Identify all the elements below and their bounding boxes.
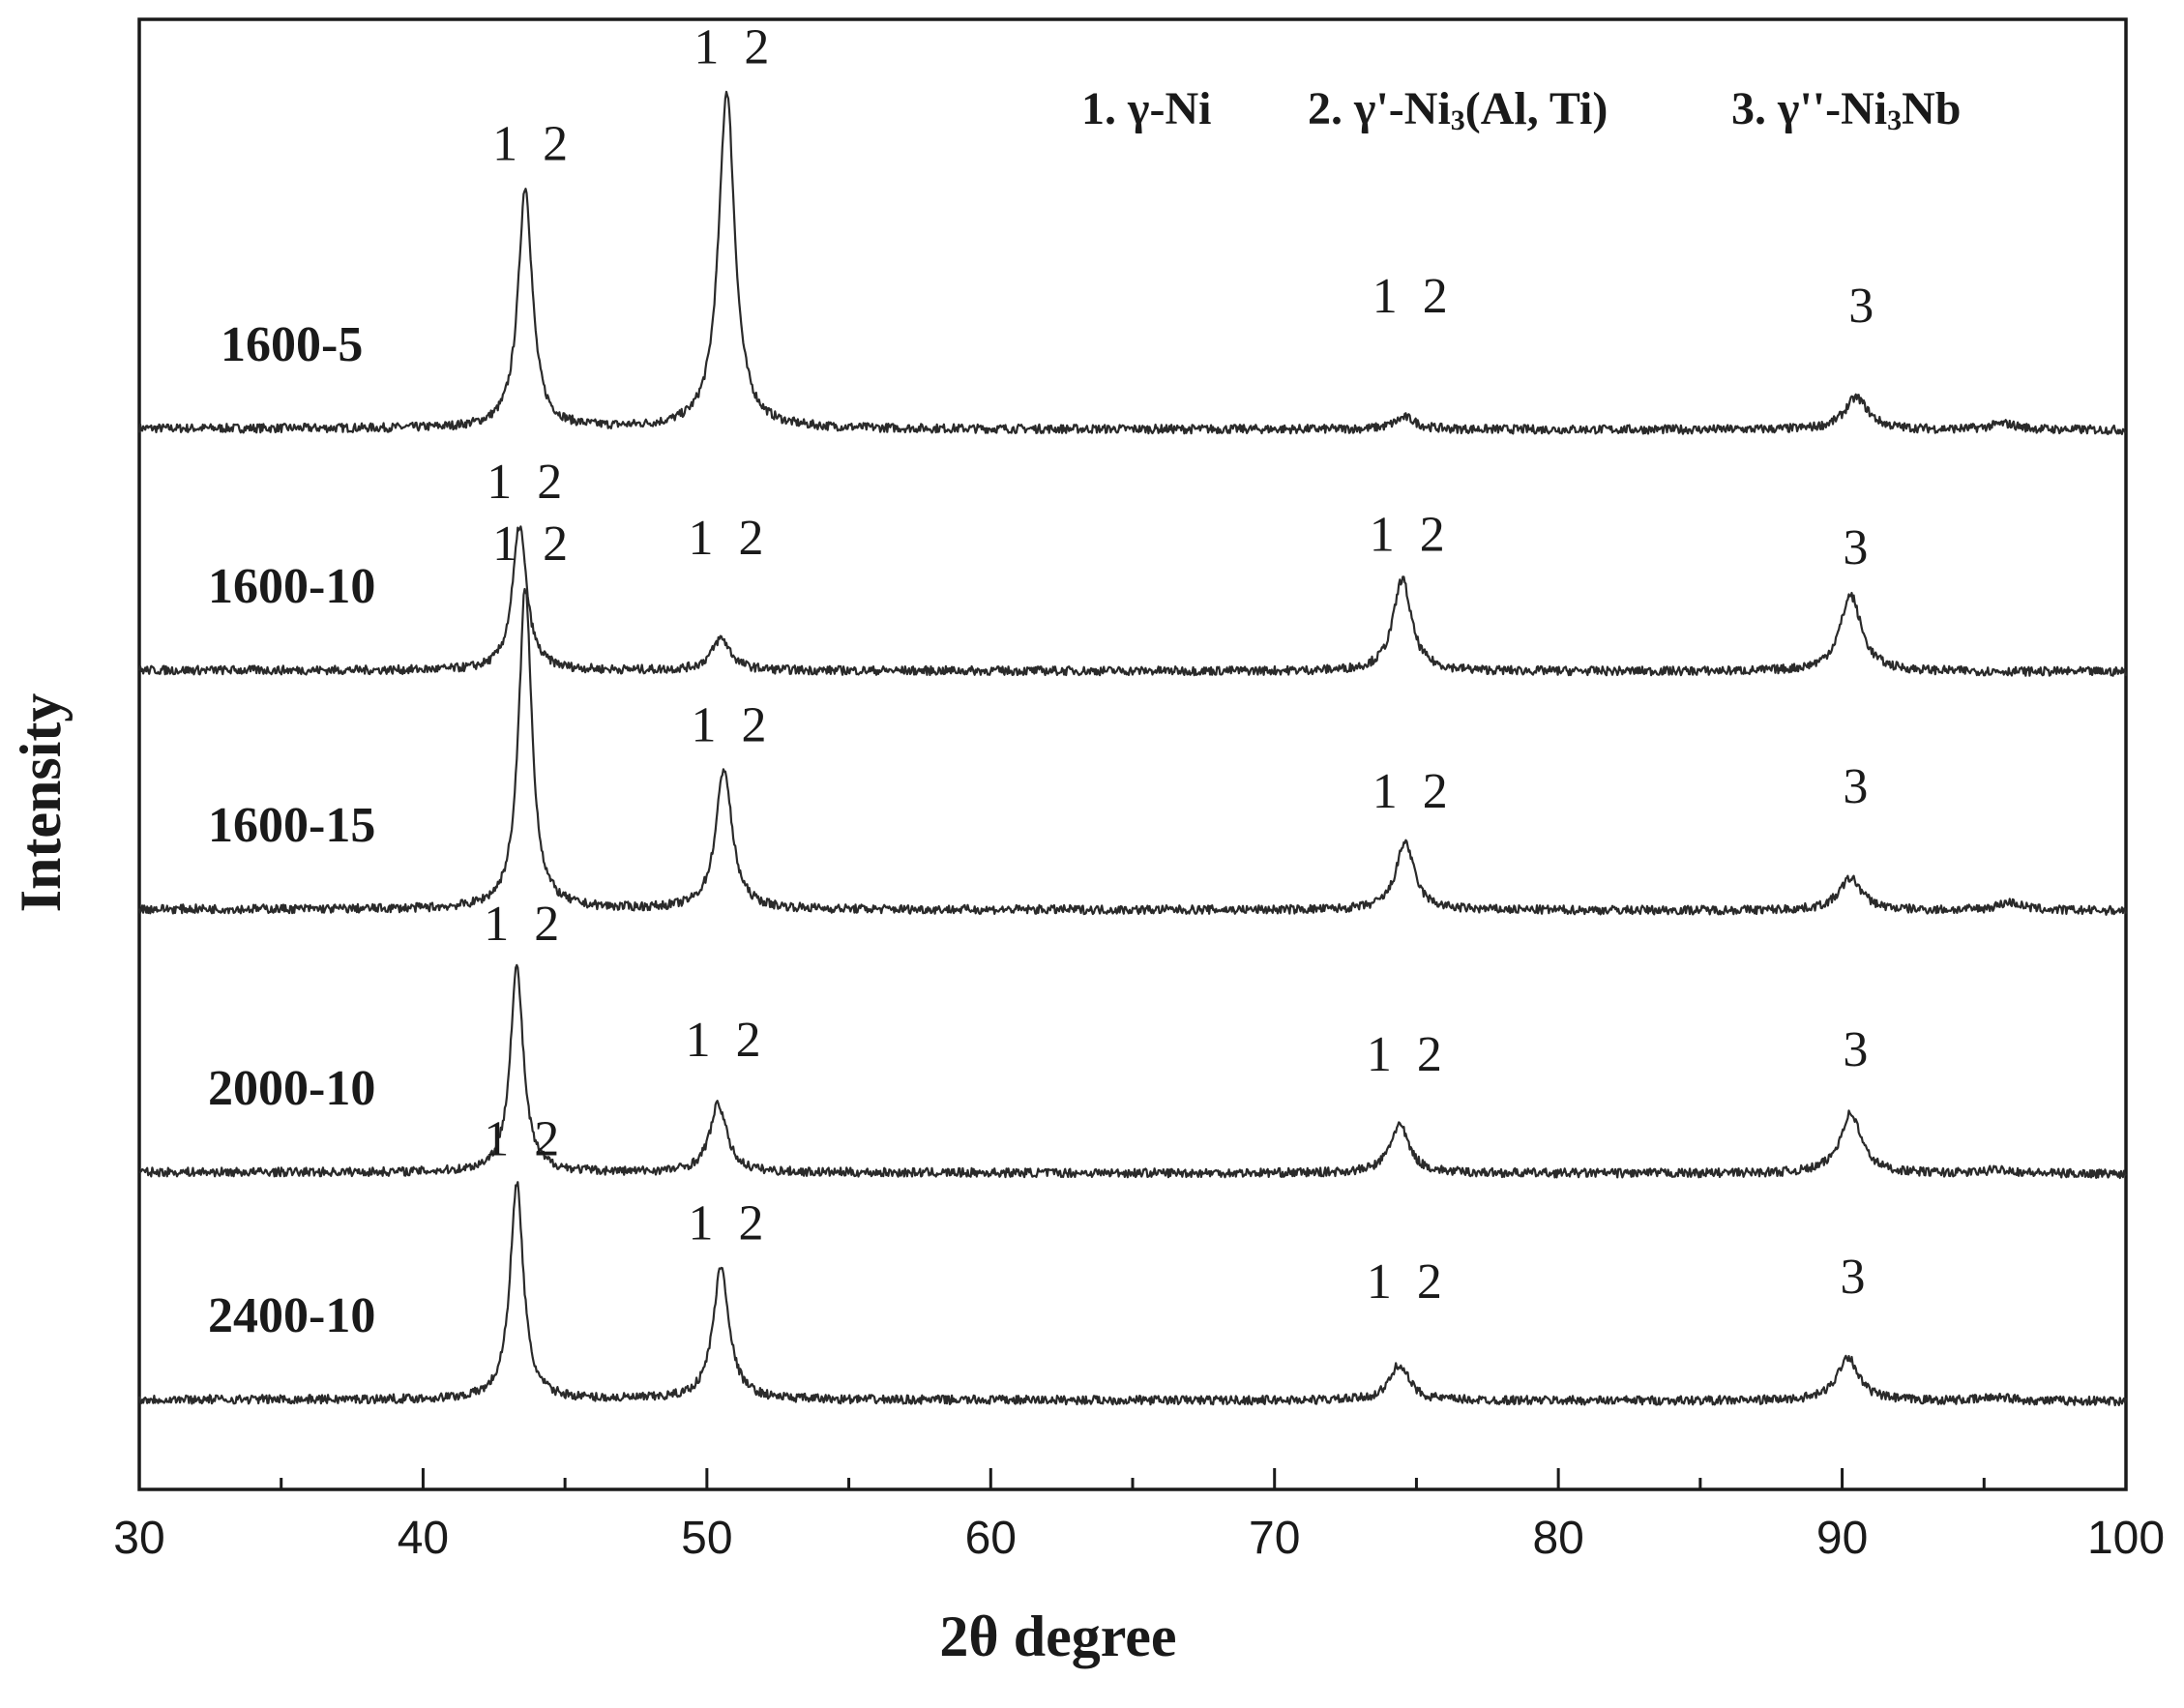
peak-label: 3 [1848,279,1874,334]
phase-legend: 1. γ-Ni 2. γ'-Ni3(Al, Ti) 3. γ''-Ni3Nb [1081,83,1961,136]
legend-number: 2. [1308,83,1354,134]
peak-label: 1 2 [1372,764,1448,819]
peak-label: 1 2 [484,897,559,952]
peak-label: 1 2 [492,516,568,572]
x-tick-label: 60 [965,1513,1017,1564]
peak-label: 1 2 [1367,1254,1442,1310]
peak-label: 1 2 [487,455,562,510]
plot-border [137,17,2128,1491]
legend-number: 3. [1731,83,1778,134]
peak-label: 3 [1843,1022,1868,1077]
peak-label: 1 2 [1372,269,1448,324]
peak-labels: 1 2 1 2 1 2 3 1 2 1 2 1 2 3 1 2 1 2 1 2 3 1 2 1 2 1 2 3… [484,20,1874,1310]
diffraction-trace-1600-15 [137,587,2128,916]
legend-entry: 3. γ''-Ni3Nb [1731,83,1961,136]
peak-label: 1 2 [691,697,766,752]
peak-label: 1 2 [686,1013,761,1068]
peak-label: 1 2 [689,1196,764,1252]
series-label: 2000-10 [208,1061,375,1116]
legend-subscript: 3 [1887,104,1902,136]
peak-label: 3 [1843,759,1868,814]
legend-phase: γ-Ni [1127,83,1211,134]
series-label: 1600-10 [208,559,375,614]
x-tick-label: 100 [2087,1513,2165,1564]
legend-entry: 1. γ-Ni [1081,83,1211,134]
peak-label: 1 2 [492,116,568,171]
peak-label: 1 2 [1367,1027,1442,1082]
y-axis-label: Intensity [9,693,73,913]
peak-label: 1 2 [484,1111,559,1166]
plot-frame [137,17,2128,1491]
x-tick-label: 40 [398,1513,449,1564]
legend-number: 1. [1081,83,1128,134]
legend-phase: γ'-Ni [1353,83,1451,134]
diffraction-trace-2400-10 [137,1181,2128,1407]
peak-label: 3 [1843,520,1868,575]
peak-label: 1 2 [694,20,769,75]
peak-label: 1 2 [1370,507,1445,562]
peak-label: 1 2 [689,511,764,566]
diffraction-trace-2000-10 [138,963,2127,1180]
legend-phase: γ''-Ni [1777,83,1887,134]
series-label: 2400-10 [208,1288,375,1343]
peak-label: 3 [1840,1250,1865,1305]
x-axis: 30 40 50 60 70 80 90 100 [113,1468,2165,1564]
legend-suffix: Nb [1902,83,1961,134]
diffraction-trace-1600-5 [137,90,2127,435]
series-labels: 1600-5 1600-10 1600-15 2000-10 2400-10 [208,317,375,1343]
diffraction-traces [137,90,2128,1407]
x-tick-label: 80 [1532,1513,1583,1564]
series-label: 1600-15 [208,798,375,853]
legend-suffix: (Al, Ti) [1465,83,1608,134]
legend-subscript: 3 [1451,104,1465,136]
legend-entry: 2. γ'-Ni3(Al, Ti) [1308,83,1608,136]
x-axis-label: 2θ degree [939,1605,1176,1668]
x-tick-label: 90 [1816,1513,1868,1564]
series-label: 1600-5 [221,317,363,372]
x-tick-label: 50 [681,1513,732,1564]
diffraction-trace-1600-10 [137,525,2128,677]
x-tick-label: 70 [1249,1513,1300,1564]
x-tick-label: 30 [113,1513,164,1564]
